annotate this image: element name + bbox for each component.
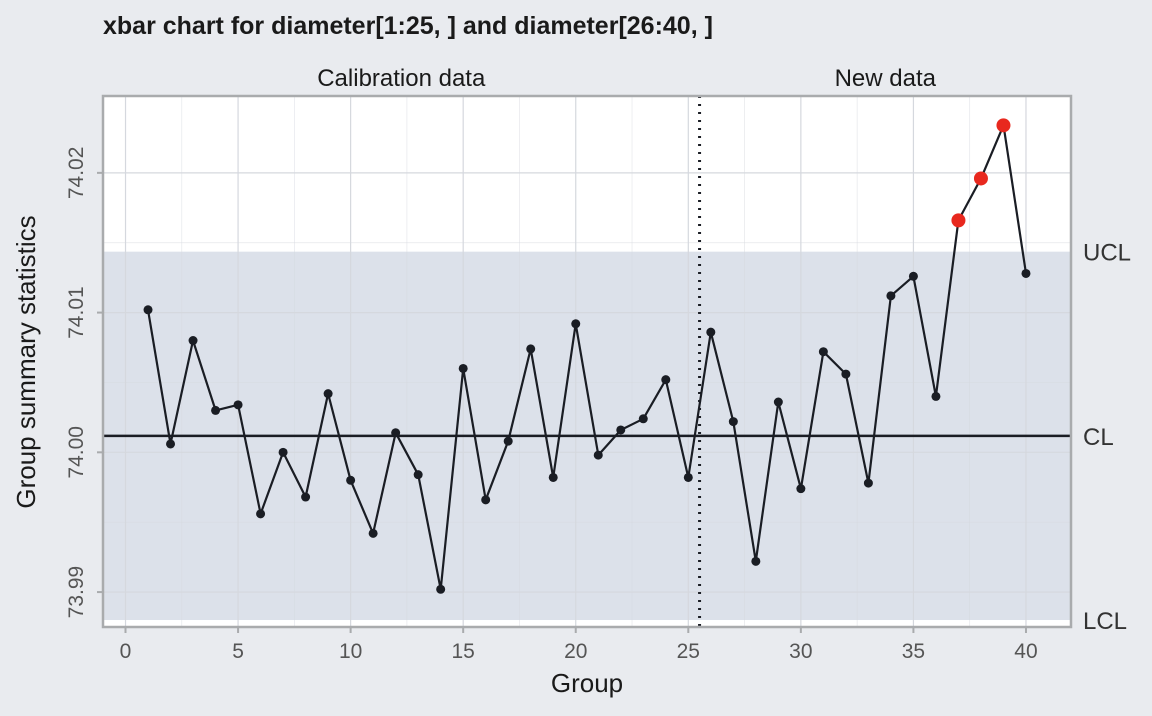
data-point: [256, 509, 266, 519]
lcl-label: LCL: [1083, 608, 1127, 635]
x-tick-label: 40: [1014, 640, 1037, 663]
data-point: [706, 327, 716, 337]
data-point: [841, 369, 851, 379]
data-point: [886, 291, 896, 301]
y-tick-label: 73.99: [65, 566, 88, 619]
data-point: [481, 495, 491, 505]
plot-frame: [101, 94, 1073, 629]
data-point: [796, 484, 806, 494]
y-tick-label: 74.00: [65, 426, 88, 479]
data-point: [1021, 268, 1031, 278]
data-point: [863, 478, 873, 488]
data-point: [413, 470, 423, 480]
data-point: [368, 528, 378, 538]
data-point: [751, 556, 761, 566]
y-axis-label: Group summary statistics: [11, 215, 41, 508]
x-tick-label: 5: [232, 640, 244, 663]
data-point: [278, 447, 288, 457]
cl-label: CL: [1083, 424, 1114, 451]
data-point: [728, 417, 738, 427]
x-axis-label: Group: [551, 668, 623, 698]
data-point: [818, 347, 828, 357]
data-point: [593, 450, 603, 460]
x-tick-label: 0: [120, 640, 132, 663]
chart-title: xbar chart for diameter[1:25, ] and diam…: [103, 12, 713, 40]
violation-point: [951, 213, 966, 228]
data-point: [391, 428, 401, 438]
data-point: [323, 389, 333, 399]
data-point: [661, 375, 671, 385]
data-point: [143, 305, 153, 315]
data-point: [211, 405, 221, 415]
data-point: [503, 436, 513, 446]
x-tick-label: 25: [677, 640, 700, 663]
y-tick-label: 74.02: [65, 147, 88, 200]
data-point: [233, 400, 243, 410]
plot-area: 0 5 10 15 20 25 30 35 40 73.99 74.00 74.01 74.02 UCL C…: [65, 65, 1131, 663]
data-point: [526, 344, 536, 354]
data-point: [436, 584, 446, 594]
data-point: [773, 397, 783, 407]
violation-point: [996, 118, 1011, 133]
x-tick-label: 35: [902, 640, 925, 663]
section-label-calibration: Calibration data: [317, 65, 486, 92]
data-point: [908, 271, 918, 281]
violation-point: [973, 171, 988, 186]
ucl-label: UCL: [1083, 240, 1131, 267]
data-point: [166, 439, 176, 449]
data-point: [616, 425, 626, 435]
x-tick-label: 30: [789, 640, 812, 663]
data-point: [458, 363, 468, 373]
section-label-new: New data: [835, 65, 937, 92]
x-tick-label: 15: [452, 640, 475, 663]
data-point: [571, 319, 581, 329]
data-point: [931, 391, 941, 401]
x-tick-label: 10: [339, 640, 362, 663]
x-tick-label: 20: [564, 640, 587, 663]
data-point: [188, 336, 198, 346]
data-point: [301, 492, 311, 502]
data-point: [346, 475, 356, 485]
series-line: [146, 124, 1028, 591]
data-point: [638, 414, 648, 424]
y-tick-label: 74.01: [65, 286, 88, 339]
data-point: [548, 472, 558, 482]
data-point: [683, 472, 693, 482]
